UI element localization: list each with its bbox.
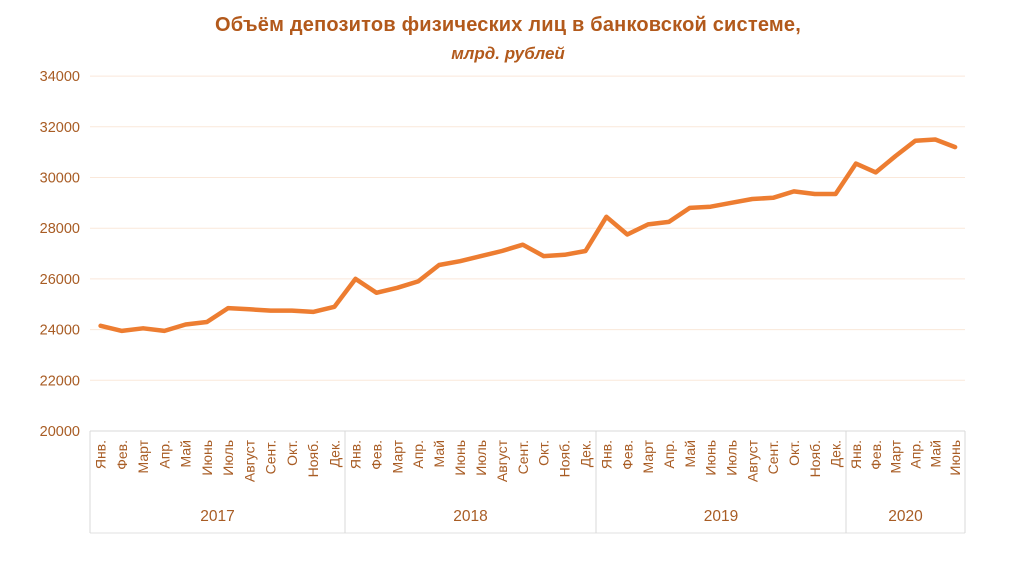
y-tick-label: 26000 — [40, 272, 80, 288]
month-label: Дек. — [578, 440, 594, 467]
month-label: Июль — [723, 440, 739, 476]
month-label: Апр. — [156, 440, 172, 469]
month-label: Сент. — [765, 440, 781, 474]
month-label: Июнь — [199, 440, 215, 476]
month-label: Окт. — [284, 440, 300, 466]
month-label: Окт. — [786, 440, 802, 466]
month-label: Янв. — [848, 440, 864, 469]
month-label: Фев. — [368, 440, 384, 470]
month-label: Фев. — [619, 440, 635, 470]
year-label: 2019 — [704, 508, 738, 525]
month-label: Май — [178, 440, 194, 467]
year-label: 2018 — [453, 508, 487, 525]
month-label: Янв. — [348, 440, 364, 469]
month-label: Июнь — [452, 440, 468, 476]
month-label: Май — [682, 440, 698, 467]
y-tick-label: 32000 — [40, 120, 80, 136]
y-tick-label: 30000 — [40, 171, 80, 187]
month-label: Дек. — [326, 440, 342, 467]
y-tick-label: 24000 — [40, 323, 80, 339]
deposits-line — [98, 137, 958, 334]
y-tick-label: 34000 — [40, 69, 80, 85]
month-label: Апр. — [907, 440, 923, 469]
y-tick-label: 28000 — [40, 221, 80, 237]
month-label: Окт. — [536, 440, 552, 466]
month-label: Сент. — [515, 440, 531, 474]
month-label: Янв. — [598, 440, 614, 469]
month-label: Фев. — [868, 440, 884, 470]
month-label: Август — [241, 439, 257, 482]
month-label: Март — [888, 439, 904, 473]
y-tick-label: 22000 — [40, 373, 80, 389]
month-label: Август — [494, 439, 510, 482]
month-label: Июнь — [703, 440, 719, 476]
month-label: Янв. — [93, 440, 109, 469]
month-label: Май — [927, 440, 943, 467]
month-label: Нояб. — [557, 440, 573, 477]
month-label: Июль — [220, 440, 236, 476]
month-label: Фев. — [114, 440, 130, 470]
month-label: Апр. — [410, 440, 426, 469]
month-label: Август — [744, 439, 760, 482]
year-label: 2020 — [888, 508, 923, 525]
month-label: Нояб. — [305, 440, 321, 477]
year-label: 2017 — [200, 508, 234, 525]
month-label: Март — [389, 439, 405, 473]
month-label: Май — [431, 440, 447, 467]
month-label: Июнь — [947, 440, 963, 476]
month-label: Июль — [473, 440, 489, 476]
month-label: Март — [640, 439, 656, 473]
month-label: Март — [135, 439, 151, 473]
month-label: Нояб. — [807, 440, 823, 477]
month-label: Дек. — [828, 440, 844, 467]
month-label: Апр. — [661, 440, 677, 469]
chart-title: Объём депозитов физических лиц в банковс… — [214, 14, 802, 36]
y-tick-label: 20000 — [40, 424, 80, 440]
chart-subtitle: млрд. рублей — [451, 44, 565, 63]
month-label: Сент. — [263, 440, 279, 474]
